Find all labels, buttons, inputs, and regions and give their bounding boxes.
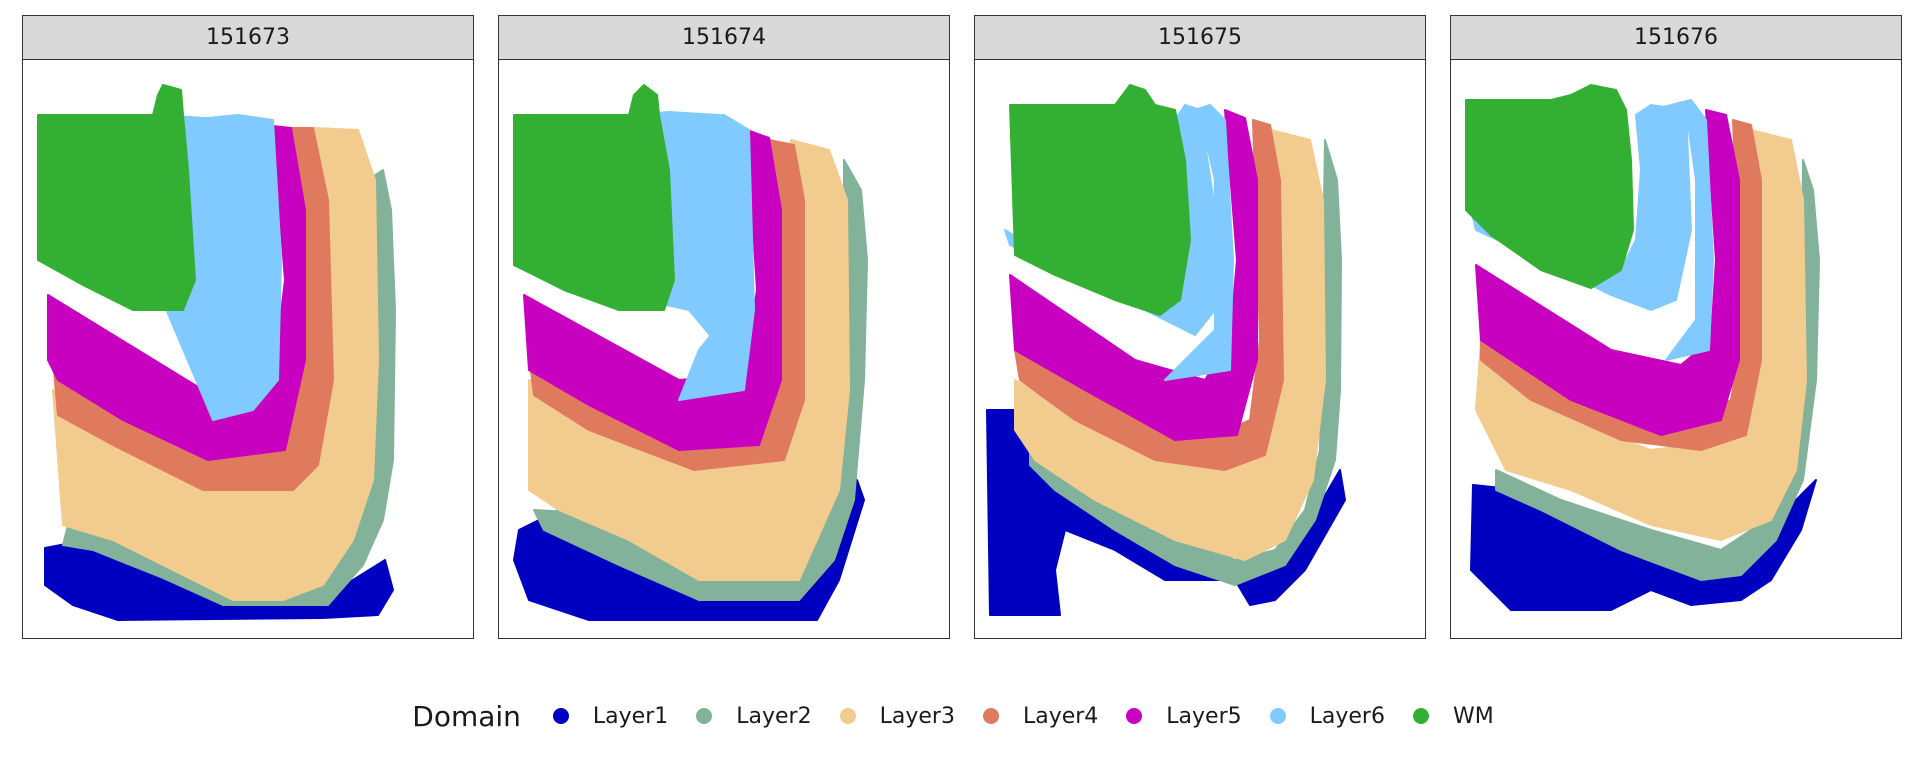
- facet-strip-label: 151674: [498, 15, 950, 60]
- legend-label: Layer1: [592, 703, 669, 729]
- domain-region-wm: [1465, 84, 1634, 289]
- legend-title: Domain: [412, 699, 521, 733]
- legend-label: Layer2: [736, 703, 812, 729]
- legend-swatch-layer4: [982, 708, 999, 724]
- facet-panel-151676: 151676: [1450, 15, 1902, 639]
- legend-swatch-layer3: [839, 708, 856, 724]
- spatial-plot-area: [1450, 59, 1902, 639]
- legend: Domain Layer1 Layer2 Layer3 Layer4 Layer…: [0, 690, 1920, 742]
- legend-item-layer5: Layer5: [1126, 703, 1242, 729]
- legend-label: WM: [1452, 703, 1494, 729]
- legend-swatch-layer5: [1126, 708, 1143, 724]
- spatial-scatter-plot: [1465, 84, 1820, 611]
- legend-swatch-layer6: [1269, 708, 1286, 724]
- legend-swatch-layer1: [552, 708, 569, 724]
- spatial-plot-area: [22, 59, 474, 639]
- spatial-scatter-plot: [986, 84, 1346, 616]
- spatial-plot-area: [974, 59, 1426, 639]
- legend-label: Layer5: [1166, 703, 1242, 729]
- legend-item-layer1: Layer1: [552, 703, 669, 729]
- facet-panel-151673: 151673: [22, 15, 474, 639]
- spatial-scatter-plot: [513, 84, 868, 621]
- domain-region-wm: [37, 84, 196, 311]
- domain-region-layer5: [1475, 109, 1740, 436]
- legend-swatch-wm: [1412, 708, 1429, 724]
- domain-region-wm: [513, 84, 675, 311]
- legend-label: Layer3: [879, 703, 955, 729]
- legend-label: Layer4: [1022, 703, 1099, 729]
- legend-item-layer6: Layer6: [1269, 703, 1385, 729]
- legend-item-layer4: Layer4: [982, 703, 1099, 729]
- legend-label: Layer6: [1309, 703, 1385, 729]
- facet-strip-label: 151675: [974, 15, 1426, 60]
- domain-region-wm: [1009, 84, 1191, 316]
- legend-item-layer2: Layer2: [696, 703, 812, 729]
- spatial-plot-area: [498, 59, 950, 639]
- legend-swatch-layer2: [696, 708, 713, 724]
- facet-panel-151675: 151675: [974, 15, 1426, 639]
- facet-strip-label: 151676: [1450, 15, 1902, 60]
- legend-item-layer3: Layer3: [839, 703, 955, 729]
- facet-strip-label: 151673: [22, 15, 474, 60]
- legend-item-wm: WM: [1412, 703, 1494, 729]
- spatial-scatter-plot: [37, 84, 396, 621]
- facet-panel-151674: 151674: [498, 15, 950, 639]
- domain-region-layer2: [1495, 159, 1820, 581]
